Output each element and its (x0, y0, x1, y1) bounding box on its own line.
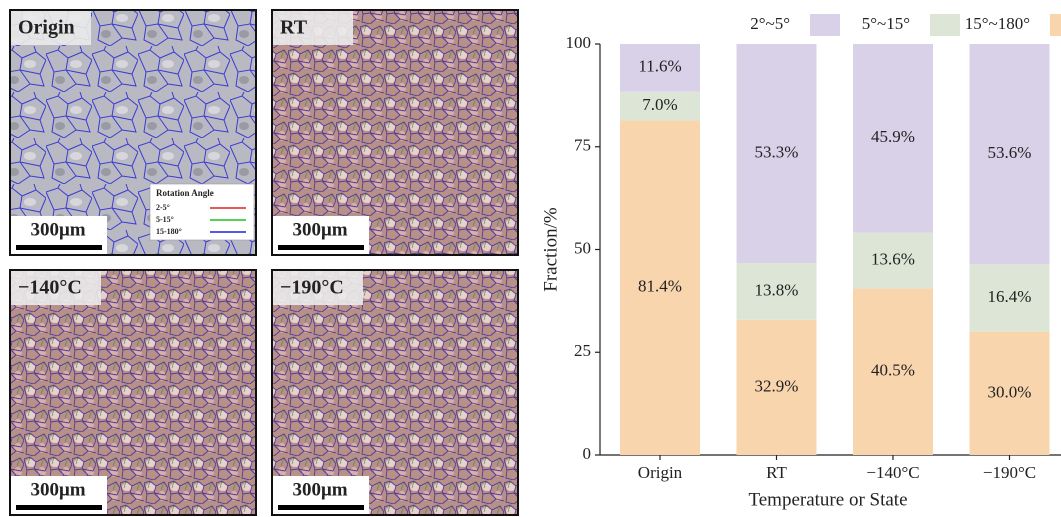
y-tick-label: 25 (574, 341, 591, 360)
value-label: 40.5% (871, 361, 915, 380)
label-box (11, 11, 91, 45)
scale-bar (278, 505, 364, 510)
scale-bar-label: 300μm (30, 479, 85, 500)
micrograph (9, 269, 257, 516)
value-label: 11.6% (638, 57, 681, 76)
bar-segment (736, 44, 817, 264)
value-label: 45.9% (871, 127, 915, 146)
value-label: 13.8% (755, 280, 799, 299)
legend-label: 2°~5° (750, 14, 790, 33)
scale-bar (278, 245, 364, 250)
bar-segment (969, 331, 1050, 455)
value-label: 81.4% (638, 277, 682, 296)
legend-label: 5°~15° (862, 14, 910, 33)
x-axis-label: Temperature or State (748, 489, 907, 510)
y-tick-label: 50 (574, 238, 591, 257)
rotation-legend-label: 5-15° (156, 215, 174, 224)
label-box (11, 271, 101, 305)
x-tick-label: −190°C (983, 463, 1036, 482)
bar-segment (853, 232, 933, 289)
legend-swatch (810, 14, 840, 36)
bar-segment (620, 44, 700, 92)
bar-segment (620, 91, 700, 121)
value-label: 16.4% (988, 287, 1032, 306)
value-label: 13.6% (871, 250, 915, 269)
label-box (273, 271, 363, 305)
rotation-legend-label: 2-5° (156, 203, 170, 212)
bar-segment (969, 44, 1050, 265)
micrograph (271, 9, 519, 256)
bar-segment (969, 264, 1050, 332)
scale-bar-label: 300μm (292, 479, 347, 500)
scale-bar (16, 505, 102, 510)
rotation-legend-label: 15-180° (156, 227, 182, 236)
y-tick-label: 100 (566, 33, 592, 52)
bar-chart: 0 25 50 75 100 Fraction/% Temperature or State… (540, 14, 1061, 510)
value-label: 32.9% (755, 376, 799, 395)
bar-segment (736, 263, 817, 320)
y-tick-label: 75 (574, 136, 591, 155)
value-label: 30.0% (988, 382, 1032, 401)
legend-swatch (1050, 14, 1061, 36)
panel-label: RT (280, 17, 308, 39)
legend-label: 15°~180° (965, 14, 1030, 33)
value-label: 53.3% (755, 142, 799, 161)
y-axis-label: Fraction/% (540, 207, 561, 292)
micrographs: Origin 300μm RT 300μm −140°C 300μm −190°C 300μm… (9, 9, 519, 516)
rotation-legend-title: Rotation Angle (156, 188, 214, 198)
legend-swatch (930, 14, 960, 36)
panel-label: Origin (18, 17, 75, 39)
label-box (273, 11, 353, 45)
value-label: 53.6% (988, 143, 1032, 162)
micrograph (271, 269, 519, 516)
scale-bar-label: 300μm (292, 219, 347, 240)
scale-bar-label: 300μm (30, 219, 85, 240)
scale-bar (16, 245, 102, 250)
x-tick-label: Origin (638, 463, 683, 482)
rotation-legend-box (149, 183, 255, 241)
panel-label: −140°C (18, 277, 82, 299)
bar-segment (853, 44, 933, 233)
bar-segment (620, 120, 700, 456)
panel-label: −190°C (280, 277, 344, 299)
x-tick-label: RT (766, 463, 787, 482)
value-label: 7.0% (642, 95, 677, 114)
bar-segment (853, 288, 933, 455)
y-tick-label: 0 (583, 444, 592, 463)
bar-segment (736, 319, 817, 455)
x-tick-label: −140°C (866, 463, 919, 482)
